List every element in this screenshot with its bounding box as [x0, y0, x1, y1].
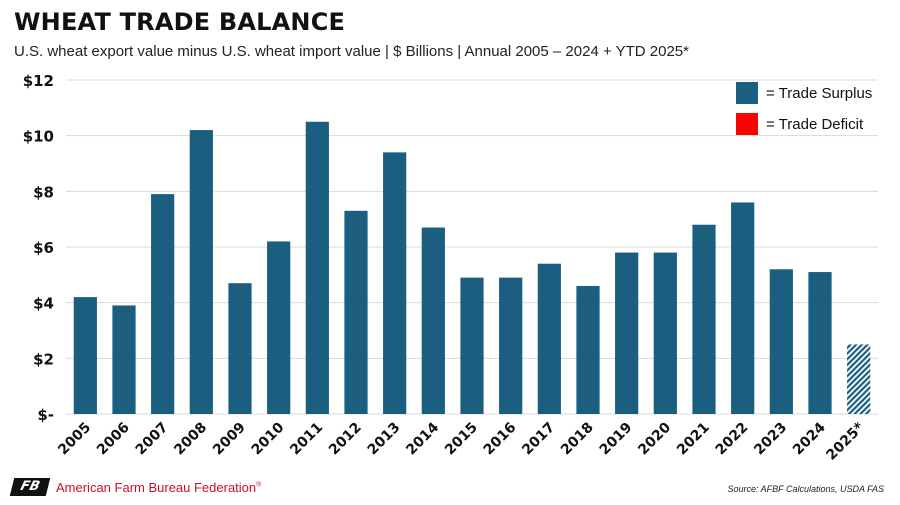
x-tick-label: 2009 — [210, 420, 249, 459]
x-tick-label: 2008 — [171, 420, 210, 459]
x-tick-label: 2021 — [674, 420, 713, 459]
x-tick-label: 2019 — [597, 420, 636, 459]
bar-2005 — [73, 297, 97, 414]
x-tick-label: 2011 — [287, 420, 326, 459]
y-tick-label: $6 — [33, 239, 54, 257]
legend-label: = Trade Surplus — [766, 85, 872, 102]
bar-2024 — [808, 272, 832, 414]
bar-2022 — [731, 202, 755, 414]
y-tick-label: $12 — [23, 72, 54, 90]
x-tick-label: 2018 — [558, 420, 597, 459]
x-tick-label: 2022 — [713, 420, 752, 459]
bar-2017 — [537, 263, 561, 414]
x-tick-label: 2015 — [442, 420, 481, 459]
legend-label: = Trade Deficit — [766, 116, 864, 133]
bar-2013 — [383, 152, 407, 414]
bar-2012 — [344, 210, 368, 414]
bar-2014 — [421, 227, 445, 414]
bar-2016 — [499, 277, 523, 414]
x-tick-label: 2007 — [133, 420, 172, 459]
x-tick-label: 2020 — [635, 419, 674, 458]
trademark-symbol: ® — [256, 481, 262, 489]
x-tick-label: 2013 — [365, 420, 404, 459]
legend-swatch — [736, 113, 758, 135]
x-tick-label: 2005 — [55, 420, 94, 459]
x-tick-label: 2012 — [326, 420, 365, 459]
organization-name: American Farm Bureau Federation® — [56, 480, 261, 495]
bar-2020 — [653, 252, 677, 414]
bar-2009 — [228, 283, 252, 414]
bar-2023 — [769, 269, 793, 414]
bar-2010 — [267, 241, 291, 414]
bar-2011 — [305, 121, 329, 414]
x-tick-label: 2017 — [519, 420, 558, 459]
chart-subtitle: U.S. wheat export value minus U.S. wheat… — [14, 43, 689, 60]
chart-title: WHEAT TRADE BALANCE — [14, 8, 346, 36]
legend: = Trade Surplus = Trade Deficit — [736, 82, 872, 135]
bar-2021 — [692, 224, 716, 414]
x-tick-label: 2014 — [403, 419, 442, 458]
y-tick-label: $- — [37, 406, 54, 424]
x-tick-label: 2025* — [823, 419, 868, 464]
y-tick-label: $8 — [33, 183, 54, 201]
afbf-logo-mark: FB — [9, 478, 51, 496]
bar-2008 — [189, 130, 213, 414]
y-tick-label: $4 — [33, 295, 54, 313]
bar-2018 — [576, 285, 600, 414]
afbf-logo: FB American Farm Bureau Federation® — [9, 478, 261, 496]
organization-label: American Farm Bureau Federation — [56, 479, 257, 495]
y-tick-label: $2 — [33, 350, 54, 368]
y-tick-label: $10 — [23, 128, 54, 146]
legend-swatch — [736, 82, 758, 104]
x-tick-label: 2016 — [481, 420, 520, 459]
bar-2015 — [460, 277, 484, 414]
x-tick-label: 2010 — [249, 419, 288, 458]
source-note: Source: AFBF Calculations, USDA FAS — [727, 484, 884, 494]
bar-2019 — [615, 252, 639, 414]
bar-2006 — [112, 305, 136, 414]
bar-2007 — [151, 194, 175, 414]
bar-2025-ytd — [847, 344, 871, 414]
x-tick-label: 2006 — [94, 420, 133, 459]
x-tick-label: 2023 — [751, 420, 790, 459]
